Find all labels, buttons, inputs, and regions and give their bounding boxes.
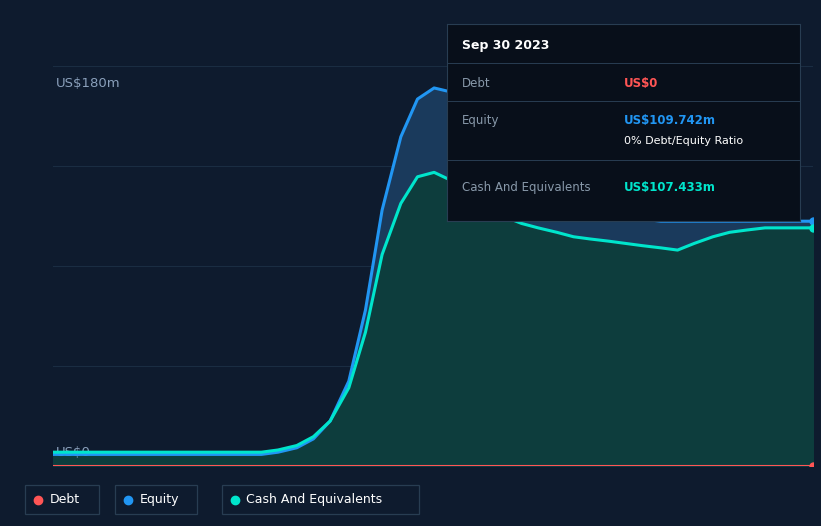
Text: US$0: US$0	[56, 446, 91, 459]
Text: Debt: Debt	[461, 77, 490, 90]
Text: US$0: US$0	[624, 77, 658, 90]
Text: US$107.433m: US$107.433m	[624, 181, 716, 195]
Text: Equity: Equity	[140, 493, 179, 506]
Text: Debt: Debt	[49, 493, 80, 506]
Text: US$109.742m: US$109.742m	[624, 115, 716, 127]
Text: Sep 30 2023: Sep 30 2023	[461, 39, 549, 53]
Text: Cash And Equivalents: Cash And Equivalents	[461, 181, 590, 195]
Text: Equity: Equity	[461, 115, 499, 127]
Text: Cash And Equivalents: Cash And Equivalents	[246, 493, 383, 506]
Text: US$180m: US$180m	[56, 77, 121, 90]
Text: 0% Debt/Equity Ratio: 0% Debt/Equity Ratio	[624, 136, 743, 146]
